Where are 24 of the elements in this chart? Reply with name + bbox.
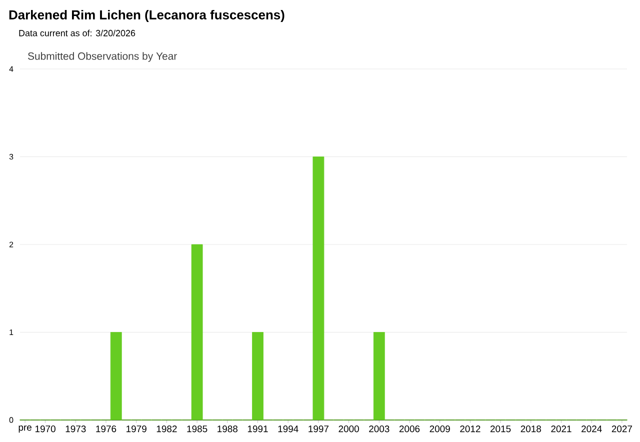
x-tick-label: 1988 [218,426,238,432]
x-tick-label: 2027 [612,426,632,432]
x-tick-label: 2003 [369,426,390,432]
chart-subtitle: Submitted Observations by Year [28,52,177,62]
x-tick-label: 2012 [460,426,480,432]
x-tick-label: 1970 [35,426,56,432]
x-tick-label: 1973 [66,426,86,432]
x-tick-label: 2015 [490,426,511,432]
text: Data current as of: 3/20/2026 [19,30,136,36]
x-tick-label: 1994 [278,426,298,432]
x-tick-label: pre [18,426,32,433]
x-tick-label: 2006 [399,426,420,432]
x-tick-label: 1997 [308,426,329,432]
x-tick-label: 2009 [430,426,450,432]
x-tick-label: 1979 [126,426,146,432]
x-tick-label: 1985 [187,426,208,432]
x-tick-label: 1982 [156,426,177,432]
x-tick-label: 2018 [520,426,542,432]
x-tick-label: 2000 [338,426,359,432]
x-tick-label: 1991 [248,426,268,432]
x-tick-label: 2024 [582,426,602,432]
x-tick-label: 2021 [551,426,572,432]
x-tick-label: 1976 [96,426,116,432]
chart-title: Darkened Rim Lichen (Lecanora fuscescens) [9,10,284,22]
